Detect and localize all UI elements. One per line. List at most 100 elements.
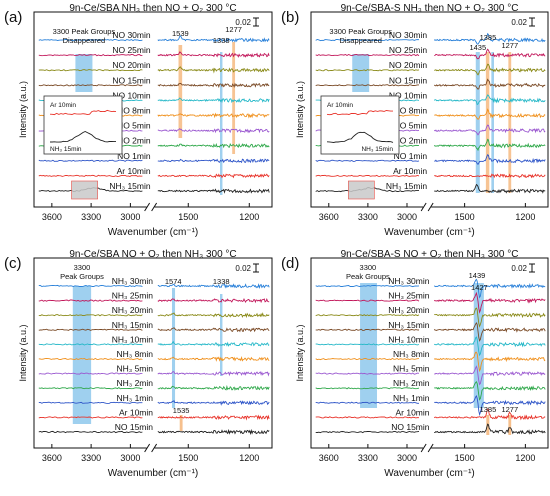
series-label: NH₃ 20min: [388, 305, 430, 315]
series-line-left: [38, 343, 143, 346]
series-label: NH₃ 25min: [112, 291, 154, 301]
series-line-right: [157, 158, 270, 164]
axis-break-mark: [144, 443, 151, 453]
highlight-band: [171, 288, 176, 408]
series-label: NO 8min: [117, 106, 151, 116]
inset-frame: [320, 95, 400, 155]
peak-label: 1277: [501, 405, 518, 414]
series-line-right: [157, 142, 270, 149]
inset-line: [49, 109, 117, 116]
scale-label: 0.02: [511, 18, 527, 27]
series-label: NO 20min: [112, 60, 151, 70]
highlight-band: [219, 52, 223, 195]
highlight-band: [485, 52, 490, 193]
axis-break-mask: [146, 444, 155, 452]
panel-label: (d): [281, 255, 299, 272]
series-label: NH₃ 30min: [388, 276, 430, 286]
axis-break-mark: [427, 202, 434, 212]
panel-3: (c) 9n-Ce/SBA NO + O₂ then NH₃ 300 °C Inte…: [4, 249, 273, 479]
series-line-left: [315, 314, 420, 317]
series-line-right: [157, 399, 270, 406]
y-axis-label: Intensity (a.u.): [18, 81, 28, 138]
series-line-left: [38, 299, 143, 302]
series-label: NO 15min: [391, 422, 430, 432]
x-tick-label: 1200: [515, 453, 535, 463]
peak-label: 1385: [480, 33, 497, 42]
x-tick-label: 3000: [120, 453, 140, 463]
series-label: NH₃ 25min: [388, 291, 430, 301]
x-axis-label: Wavenumber (cm⁻¹): [108, 227, 198, 238]
series-line-right: [433, 321, 546, 342]
series-line-left: [38, 159, 143, 162]
inset-label: NH₃ 15min: [361, 146, 393, 153]
x-tick-label: 3000: [397, 453, 417, 463]
peak-label: 1574: [165, 277, 182, 286]
x-tick-label: 3300: [81, 212, 101, 222]
series-line-left: [315, 284, 420, 288]
axis-break-mark: [420, 443, 427, 453]
inset-line: [326, 110, 393, 116]
series-label: NH₃ 8min: [393, 349, 430, 359]
panel-label: (c): [4, 255, 22, 272]
series-line-right: [434, 63, 546, 76]
series-line-left: [38, 69, 143, 72]
highlight-band: [179, 415, 183, 431]
series-label: Ar 10min: [117, 166, 151, 176]
annotation: Disappeared: [339, 36, 382, 45]
series-label: NO 15min: [389, 75, 428, 85]
series-line-left: [38, 430, 143, 434]
highlight-band: [75, 54, 93, 92]
series-line-right: [434, 153, 546, 165]
peak-label: 1439: [469, 271, 486, 280]
highlight-band: [491, 52, 494, 193]
series-label: NH₃ 2min: [393, 378, 430, 388]
axis-break-mask: [423, 203, 432, 211]
series-label: NH₃ 10min: [388, 334, 430, 344]
series-label: NO 30min: [112, 30, 151, 40]
series-label: NO 1min: [394, 151, 428, 161]
highlight-band: [473, 283, 481, 408]
series-line-left: [315, 84, 419, 87]
scale-label: 0.02: [235, 264, 251, 273]
panel-2: (b) 9n-Ce/SBA-S NH₃ then NO + O₂ 300 °C In…: [281, 3, 549, 238]
highlight-band: [508, 415, 512, 435]
highlight-band: [219, 294, 223, 376]
series-line-right: [157, 370, 270, 377]
panel-label: (b): [281, 9, 299, 26]
x-axis-label: Wavenumber (cm⁻¹): [384, 227, 474, 238]
series-line-right: [157, 414, 270, 421]
y-axis-label: Intensity (a.u.): [295, 81, 305, 138]
highlight-band: [352, 54, 370, 92]
x-tick-label: 3000: [397, 212, 417, 222]
series-line-left: [38, 284, 143, 288]
series-label: NO 2min: [394, 136, 428, 146]
axis-break-mask: [146, 203, 155, 211]
series-label: NO 5min: [394, 121, 428, 131]
scale-label: 0.02: [511, 264, 527, 273]
highlight-band: [178, 45, 183, 138]
annotation: 3300 Peak Groups: [53, 27, 116, 36]
series-label: NH₃ 1min: [116, 393, 153, 403]
peak-label: 1539: [172, 29, 189, 38]
series-line-left: [315, 372, 420, 375]
highlight-band: [360, 283, 378, 408]
x-tick-label: 1500: [455, 453, 475, 463]
x-axis-label: Wavenumber (cm⁻¹): [108, 468, 198, 479]
series-line-right: [157, 312, 270, 319]
series-label: NH₃ 20min: [112, 305, 154, 315]
series-line-right: [157, 82, 270, 89]
series-label: NH₃ 15min: [109, 181, 151, 191]
series-label: NH₃ 10min: [112, 334, 154, 344]
x-tick-label: 1200: [239, 212, 259, 222]
series-line-right: [433, 278, 546, 299]
series-line-right: [157, 283, 270, 289]
series-line-left: [315, 387, 420, 390]
axis-break-mask: [423, 444, 432, 452]
x-tick-label: 3300: [81, 453, 101, 463]
series-line-right: [157, 66, 270, 74]
series-line-right: [434, 307, 546, 328]
series-label: NO 25min: [389, 45, 428, 55]
series-line-right: [157, 327, 270, 333]
series-line-left: [315, 416, 420, 419]
x-tick-label: 3300: [358, 453, 378, 463]
